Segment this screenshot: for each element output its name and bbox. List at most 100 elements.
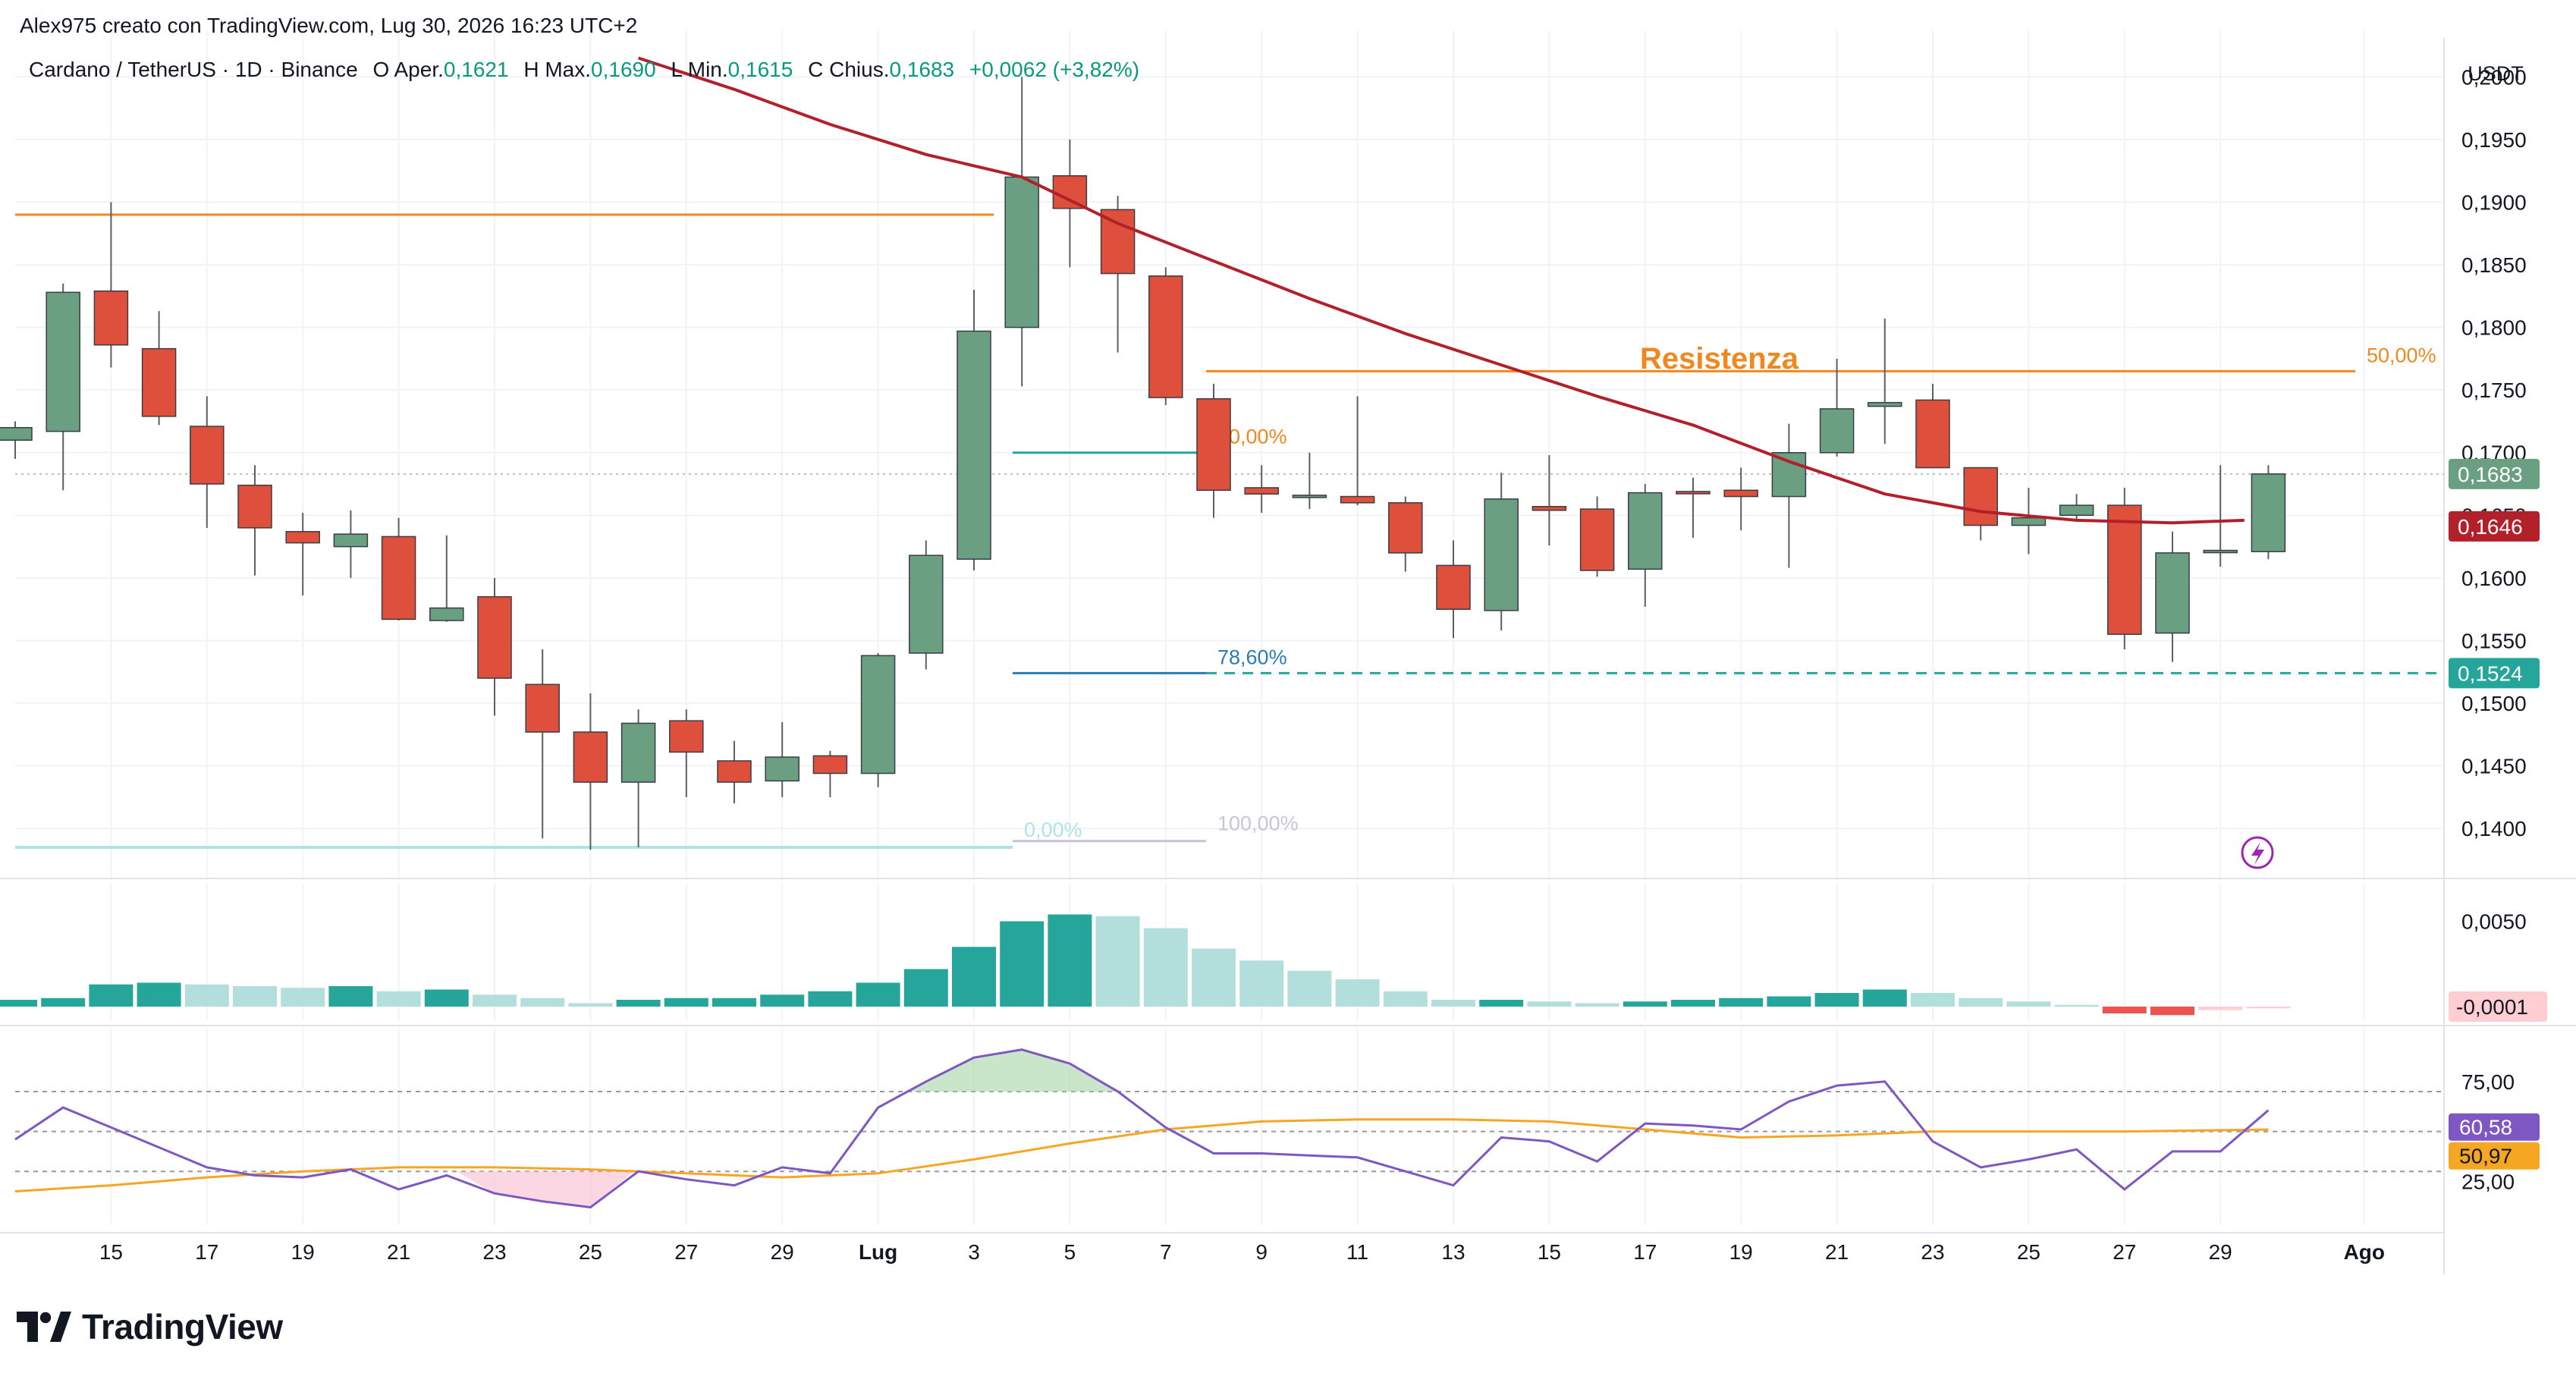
candlestick-series[interactable] (0, 77, 2286, 850)
price-tick-label: 0,1800 (2461, 316, 2527, 340)
price-tick-label: 0,1500 (2461, 692, 2527, 715)
close-label: C (808, 58, 824, 81)
macd-bar (1862, 989, 1907, 1007)
ma-price-tag: 0,1646 (2458, 515, 2523, 539)
macd-bar (137, 982, 181, 1007)
candle-body (2203, 549, 2238, 554)
candle-body (1579, 508, 1615, 571)
candle-body (2011, 517, 2047, 526)
price-tick-label: 0,1900 (2461, 190, 2527, 214)
candle-body (46, 291, 80, 432)
macd-bar (2198, 1007, 2243, 1010)
macd-bar (376, 991, 421, 1007)
macd-bar (1431, 1000, 1475, 1007)
price-tick-label: 0,1600 (2461, 567, 2527, 590)
moving-average-line (637, 56, 2245, 525)
time-tick-label: 29 (2209, 1240, 2232, 1264)
macd-bar (1048, 914, 1092, 1007)
macd-bar (281, 988, 325, 1007)
candle-body (381, 536, 416, 621)
price-tick-label: 0,1950 (2461, 128, 2527, 152)
high-text: Max. (545, 58, 592, 81)
candle-body (1292, 495, 1327, 498)
macd-bar (520, 998, 565, 1007)
candle-body (0, 426, 33, 441)
rsi-value-bg (2449, 1113, 2540, 1141)
macd-bar (1671, 1000, 1715, 1007)
candle-body (237, 484, 272, 529)
macd-bar (2054, 1004, 2099, 1007)
tradingview-logo-text: TradingView (82, 1307, 283, 1346)
macd-bar (1623, 1001, 1667, 1007)
macd-bar (89, 984, 134, 1007)
candle-body (1244, 487, 1279, 495)
macd-bar (1000, 921, 1045, 1007)
macd-bar (568, 1003, 613, 1007)
price-tick-label: 0,1550 (2461, 629, 2527, 652)
macd-bar (233, 986, 277, 1007)
macd-bar (664, 998, 708, 1007)
candle-body (429, 607, 464, 621)
macd-bar (616, 1000, 661, 1007)
close-text: Chius. (829, 58, 890, 81)
open-value: 0,1621 (443, 58, 509, 81)
grid-lines (15, 30, 2444, 1225)
candle-body (1531, 506, 1567, 511)
time-tick-label: 25 (579, 1240, 602, 1264)
time-tick-label: 15 (1538, 1240, 1561, 1264)
rsi-oversold-fill (456, 1171, 634, 1208)
rsi-tick-label: 75,00 (2461, 1070, 2515, 1094)
time-tick-label: 21 (387, 1240, 410, 1264)
symbol-name: Cardano / TetherUS · 1D · Binance (29, 58, 358, 81)
time-tick-label: 17 (195, 1240, 218, 1264)
macd-bar (1192, 948, 1236, 1007)
macd-bar (1575, 1003, 1619, 1007)
candle-body (525, 683, 560, 733)
time-tick-label: 13 (1441, 1240, 1465, 1264)
candle-body (1771, 451, 1807, 498)
time-tick-label: 15 (99, 1240, 123, 1264)
symbol-legend[interactable]: Cardano / TetherUS · 1D · Binance O Aper… (29, 58, 1139, 82)
macd-bar (952, 947, 996, 1007)
macd-bar (2246, 1007, 2291, 1009)
time-tick-label: 29 (771, 1240, 794, 1264)
candle-body (1004, 176, 1039, 328)
candle-body (1052, 175, 1088, 209)
fib-786-label: 78,60% (1217, 646, 1287, 668)
candle-body (1388, 502, 1423, 554)
time-tick-label: 11 (1346, 1240, 1368, 1264)
candle-body (1628, 492, 1663, 570)
price-tick-label: 0,1400 (2461, 817, 2527, 840)
candle-body (1484, 498, 1519, 611)
macd-bar (1287, 970, 1332, 1007)
time-tick-label: Ago (2344, 1240, 2385, 1264)
time-tick-label: 7 (1160, 1240, 1172, 1264)
lightning-icon (2241, 836, 2274, 869)
rsi-ma-value-label: 50,97 (2459, 1145, 2512, 1168)
candle-body (190, 426, 225, 485)
price-axis-currency: USDT (2468, 62, 2524, 85)
macd-bar (473, 994, 517, 1007)
candle-body (1676, 491, 1711, 495)
macd-bar (1767, 996, 1811, 1007)
time-tick-label: 3 (968, 1240, 980, 1264)
change-value: +0,0062 (+3,82%) (969, 58, 1140, 81)
macd-bar (1479, 1000, 1524, 1007)
high-label: H (523, 58, 539, 81)
macd-bar (1143, 928, 1188, 1007)
time-tick-label: 21 (1825, 1240, 1849, 1264)
candle-body (1196, 397, 1231, 492)
time-tick-label: 9 (1255, 1240, 1268, 1264)
macd-bar (1814, 993, 1859, 1007)
price-tick-label: 0,1450 (2461, 755, 2527, 778)
time-tick-label: 17 (1633, 1240, 1657, 1264)
candle-body (1148, 275, 1183, 398)
tradingview-logo[interactable]: TradingView (17, 1306, 283, 1347)
macd-bar (2006, 1001, 2051, 1007)
macd-bar (1383, 991, 1428, 1007)
time-tick-label: 27 (674, 1240, 698, 1264)
moving-average-path (637, 56, 2245, 525)
time-tick-label: 19 (291, 1240, 315, 1264)
